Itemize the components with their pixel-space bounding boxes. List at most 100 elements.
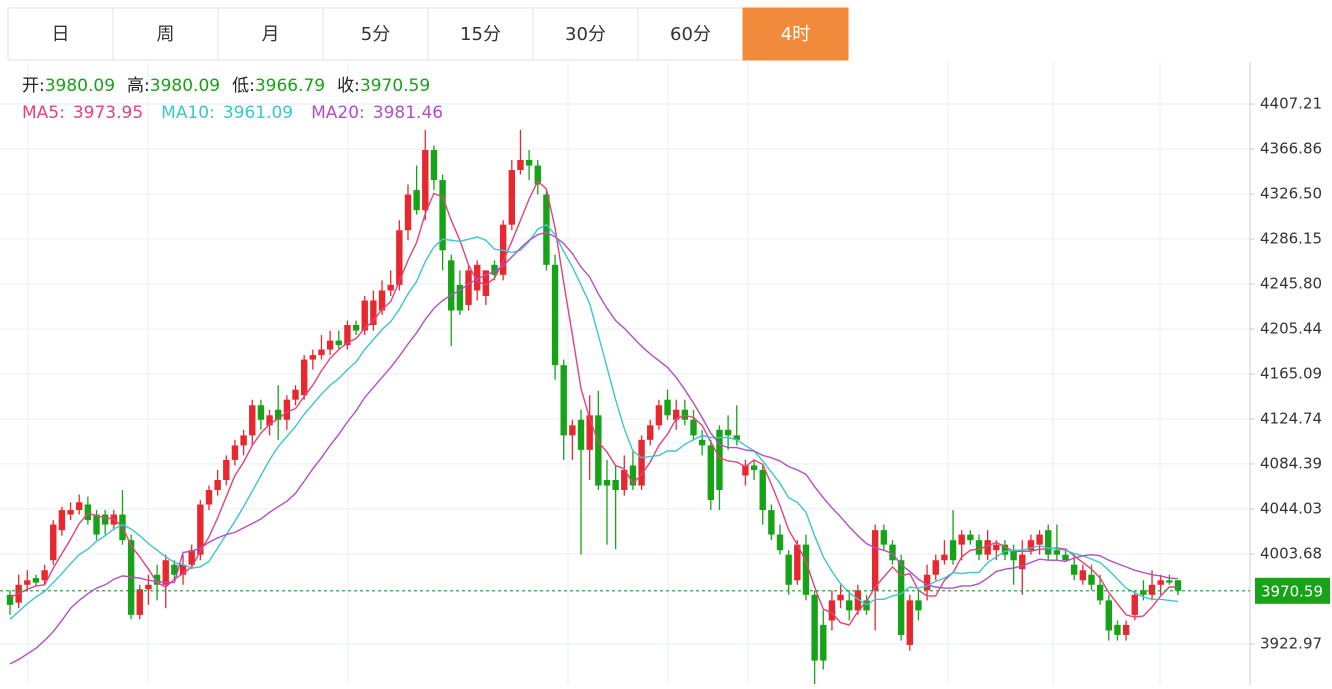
y-tick-label: 4205.44 bbox=[1260, 319, 1322, 337]
candle-body bbox=[1019, 554, 1026, 570]
candle-body bbox=[724, 429, 732, 436]
tab-label[interactable]: 月 bbox=[262, 24, 280, 45]
tab[interactable]: 5分 bbox=[322, 7, 429, 61]
candle-body bbox=[309, 355, 317, 360]
candle-body bbox=[422, 149, 429, 211]
candle-body bbox=[794, 544, 801, 581]
candle-body bbox=[378, 290, 386, 311]
candle-body bbox=[335, 340, 342, 346]
candle-body bbox=[456, 284, 464, 311]
candle-body bbox=[1070, 564, 1078, 575]
candle-body bbox=[733, 435, 740, 440]
candle-body bbox=[344, 325, 351, 346]
candle-body bbox=[1027, 540, 1035, 551]
candle-body bbox=[1122, 624, 1130, 635]
tab-label[interactable]: 30分 bbox=[565, 24, 606, 45]
candle-body bbox=[811, 594, 818, 661]
info-label: 收: bbox=[337, 76, 360, 96]
tab-button[interactable] bbox=[7, 7, 114, 61]
tab-label[interactable]: 日 bbox=[52, 24, 70, 45]
tab[interactable]: 日 bbox=[7, 7, 114, 61]
candle-body bbox=[387, 284, 394, 291]
legend-value: 3961.09 bbox=[223, 103, 293, 123]
candle-body bbox=[880, 530, 888, 545]
tab-label[interactable]: 4时 bbox=[781, 24, 810, 45]
candle-body bbox=[595, 415, 602, 486]
candle-body bbox=[257, 405, 265, 420]
y-tick-label: 4044.03 bbox=[1260, 499, 1322, 517]
tab-label[interactable]: 周 bbox=[157, 24, 175, 45]
candle-body bbox=[266, 415, 273, 426]
tab-button[interactable] bbox=[532, 7, 639, 61]
candle-body bbox=[647, 425, 654, 440]
candle-body bbox=[846, 600, 853, 611]
tab-label[interactable]: 15分 bbox=[460, 24, 501, 45]
candle-body bbox=[638, 439, 645, 486]
candle-body bbox=[612, 479, 619, 491]
ma-line bbox=[9, 223, 1179, 620]
tab-button[interactable] bbox=[217, 7, 324, 61]
y-tick-label: 4003.68 bbox=[1260, 544, 1322, 562]
tab[interactable]: 15分 bbox=[427, 7, 534, 61]
tab-button[interactable] bbox=[322, 7, 429, 61]
candle-body bbox=[101, 514, 109, 525]
candle-body bbox=[707, 445, 714, 501]
candle-body bbox=[577, 419, 585, 450]
tab[interactable]: 月 bbox=[217, 7, 324, 61]
candle-body bbox=[1062, 554, 1069, 561]
candle-body bbox=[1131, 594, 1138, 615]
candle-body bbox=[508, 170, 516, 225]
price-axis: 4407.21 4366.86 4326.50 4286.15 4245.80 4205.… bbox=[1249, 62, 1330, 685]
candle-body bbox=[1079, 570, 1087, 581]
candle-body bbox=[145, 584, 152, 590]
candle-body bbox=[76, 502, 83, 511]
info-value: 3980.09 bbox=[150, 76, 220, 96]
plot bbox=[0, 129, 1250, 684]
y-tick-label: 4407.21 bbox=[1260, 95, 1322, 113]
candle-body bbox=[318, 349, 325, 356]
tab-label[interactable]: 5分 bbox=[361, 24, 390, 45]
tab-button[interactable] bbox=[742, 7, 849, 61]
candle-body bbox=[67, 510, 74, 515]
candle-body bbox=[802, 544, 810, 595]
candle-body bbox=[1036, 534, 1043, 545]
candle-body bbox=[292, 389, 299, 400]
ma-info: MA5: 3973.95 MA10: 3961.09 MA20: 3981.46 bbox=[22, 103, 443, 123]
candle-body bbox=[448, 260, 455, 311]
y-tick-label: 3922.97 bbox=[1260, 634, 1322, 652]
candle-body bbox=[1166, 580, 1173, 583]
candle-body bbox=[941, 554, 948, 561]
candle-body bbox=[897, 560, 905, 635]
tab[interactable]: 30分 bbox=[532, 7, 639, 61]
tab[interactable]: 周 bbox=[112, 7, 219, 61]
legend-label: MA20: bbox=[311, 103, 365, 123]
tab[interactable]: 60分 bbox=[637, 7, 744, 61]
candle-body bbox=[223, 459, 230, 480]
candle-body bbox=[716, 429, 723, 491]
tab-button[interactable] bbox=[112, 7, 219, 61]
candle-body bbox=[664, 399, 671, 416]
tab-label[interactable]: 60分 bbox=[670, 24, 711, 45]
candle-body bbox=[958, 534, 965, 545]
candle-body bbox=[768, 510, 775, 535]
candle-body bbox=[231, 445, 239, 460]
candle-body bbox=[906, 600, 913, 645]
y-tick-label: 4286.15 bbox=[1260, 229, 1322, 247]
candle-body bbox=[854, 590, 862, 611]
candle-body bbox=[586, 415, 593, 450]
candle-body bbox=[396, 230, 403, 285]
candle-body bbox=[984, 540, 991, 555]
info-value: 3966.79 bbox=[255, 76, 325, 96]
last-price-box bbox=[1255, 577, 1330, 604]
legend-value: 3973.95 bbox=[73, 103, 143, 123]
tab-button[interactable] bbox=[637, 7, 744, 61]
info-label: 低: bbox=[232, 76, 255, 96]
tab-button[interactable] bbox=[427, 7, 534, 61]
y-tick-label: 4245.80 bbox=[1260, 274, 1322, 292]
tab[interactable]: 4时 bbox=[742, 7, 849, 61]
candle-body bbox=[188, 550, 195, 565]
y-tick-label: 4326.50 bbox=[1260, 185, 1322, 203]
candle-body bbox=[179, 564, 187, 575]
candle-body bbox=[543, 194, 550, 265]
y-tick-label: 4124.74 bbox=[1260, 409, 1322, 427]
